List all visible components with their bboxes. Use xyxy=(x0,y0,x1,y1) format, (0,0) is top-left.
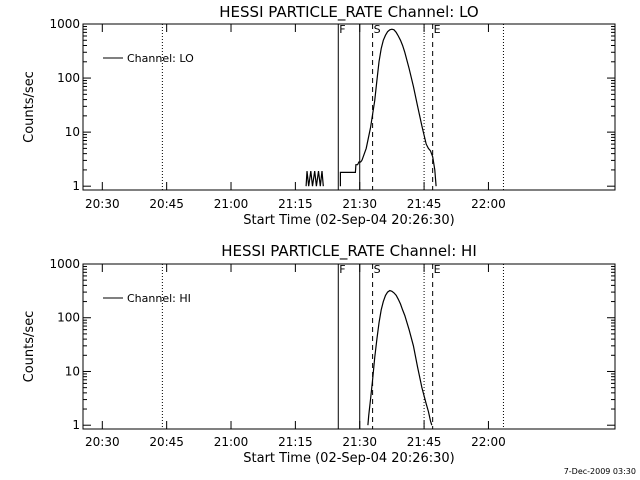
x-tick-label: 21:45 xyxy=(407,435,442,449)
x-axis-label: Start Time (02-Sep-04 20:26:30) xyxy=(243,451,454,466)
y-tick-label: 100 xyxy=(57,311,80,325)
y-tick-label: 10 xyxy=(65,364,80,378)
y-tick-label: 100 xyxy=(57,71,80,85)
x-tick-label: 21:15 xyxy=(278,197,313,211)
y-tick-label: 1 xyxy=(72,418,80,432)
x-tick-label: 22:00 xyxy=(471,435,506,449)
event-marker-label: S xyxy=(374,23,381,36)
chart-title: HESSI PARTICLE_RATE Channel: LO xyxy=(219,3,478,22)
series-line xyxy=(367,289,433,426)
y-tick-label: 10 xyxy=(65,125,80,139)
footer-timestamp: 7-Dec-2009 03:30 xyxy=(564,467,636,476)
plot-frame xyxy=(82,23,616,191)
x-tick-label: 20:45 xyxy=(149,435,184,449)
panel-hi: HESSI PARTICLE_RATE Channel: HI 20:30 20:4… xyxy=(22,242,616,466)
event-marker-label: F xyxy=(339,23,345,36)
series-line xyxy=(361,28,437,187)
x-tick-label: 20:45 xyxy=(149,197,184,211)
x-tick-label: 21:45 xyxy=(407,197,442,211)
x-tick-label: 22:00 xyxy=(471,197,506,211)
y-axis-label: Counts/sec xyxy=(22,71,37,143)
y-tick-label: 1 xyxy=(72,179,80,193)
x-tick-label: 21:00 xyxy=(214,197,249,211)
x-tick-label: 20:30 xyxy=(85,435,120,449)
x-tick-label: 21:15 xyxy=(278,435,313,449)
x-tick-label: 21:00 xyxy=(214,435,249,449)
x-tick-label: 20:30 xyxy=(85,197,120,211)
y-tick-label: 1000 xyxy=(49,17,80,31)
panel-lo: HESSI PARTICLE_RATE Channel: LO 20:30 20:4… xyxy=(22,3,616,228)
event-marker-label: S xyxy=(374,263,381,276)
series-line xyxy=(339,160,363,187)
y-tick-label: 1000 xyxy=(49,257,80,271)
event-marker-label: E xyxy=(434,23,441,36)
event-marker-label: F xyxy=(339,263,345,276)
x-tick-label: 21:30 xyxy=(342,435,377,449)
legend-label: Channel: HI xyxy=(127,292,191,305)
series-line xyxy=(305,171,324,187)
event-marker-label: E xyxy=(434,263,441,276)
plot-frame xyxy=(82,263,616,430)
x-axis-label: Start Time (02-Sep-04 20:26:30) xyxy=(243,213,454,228)
x-tick-label: 21:30 xyxy=(342,197,377,211)
y-axis-label: Counts/sec xyxy=(22,311,37,383)
legend-label: Channel: LO xyxy=(127,52,194,65)
chart-title: HESSI PARTICLE_RATE Channel: HI xyxy=(221,242,477,261)
